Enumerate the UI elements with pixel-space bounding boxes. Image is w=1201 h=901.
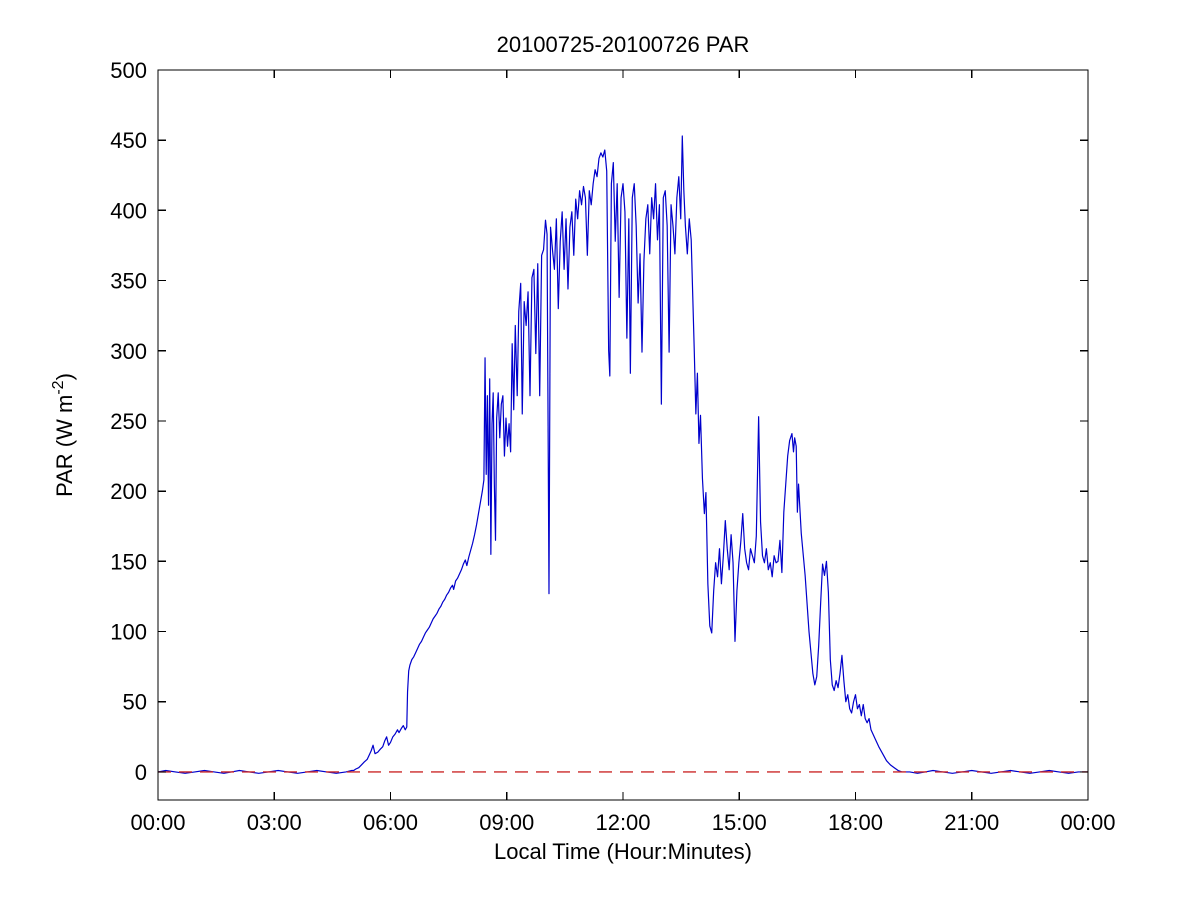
y-tick-label: 200 [110,479,147,504]
y-tick-label: 250 [110,409,147,434]
y-tick-label: 150 [110,549,147,574]
axis-box [157,69,1089,801]
par-series-line [157,135,1088,774]
x-tick-label: 21:00 [944,810,999,835]
x-tick-label: 15:00 [712,810,767,835]
y-tick-label: 500 [110,58,147,83]
chart-series-group [157,135,1088,774]
y-tick-label: 300 [110,339,147,364]
chart-title: 20100725-20100726 PAR [497,32,750,57]
y-tick-label: 350 [110,269,147,294]
y-axis-label-suffix: ) [52,373,77,380]
y-axis-label: PAR (W m-2) [50,373,77,497]
y-tick-label: 400 [110,198,147,223]
y-axis-label-prefix: PAR (W m [52,395,77,497]
axis-group [157,69,1089,801]
y-tick-label: 50 [123,690,147,715]
tick-label-group: 00:00 03:00 06:00 09:00 12:00 15:00 18:00 21:00… [110,58,1115,835]
x-tick-label: 12:00 [595,810,650,835]
x-tick-label: 09:00 [479,810,534,835]
x-tick-label: 00:00 [130,810,185,835]
x-tick-label: 00:00 [1060,810,1115,835]
y-tick-label: 450 [110,128,147,153]
y-axis-label-superscript: -2 [50,380,67,394]
y-tick-label: 0 [135,760,147,785]
x-tick-label: 03:00 [247,810,302,835]
x-tick-label: 06:00 [363,810,418,835]
x-axis-label: Local Time (Hour:Minutes) [494,839,752,864]
x-tick-label: 18:00 [828,810,883,835]
y-tick-label: 100 [110,620,147,645]
